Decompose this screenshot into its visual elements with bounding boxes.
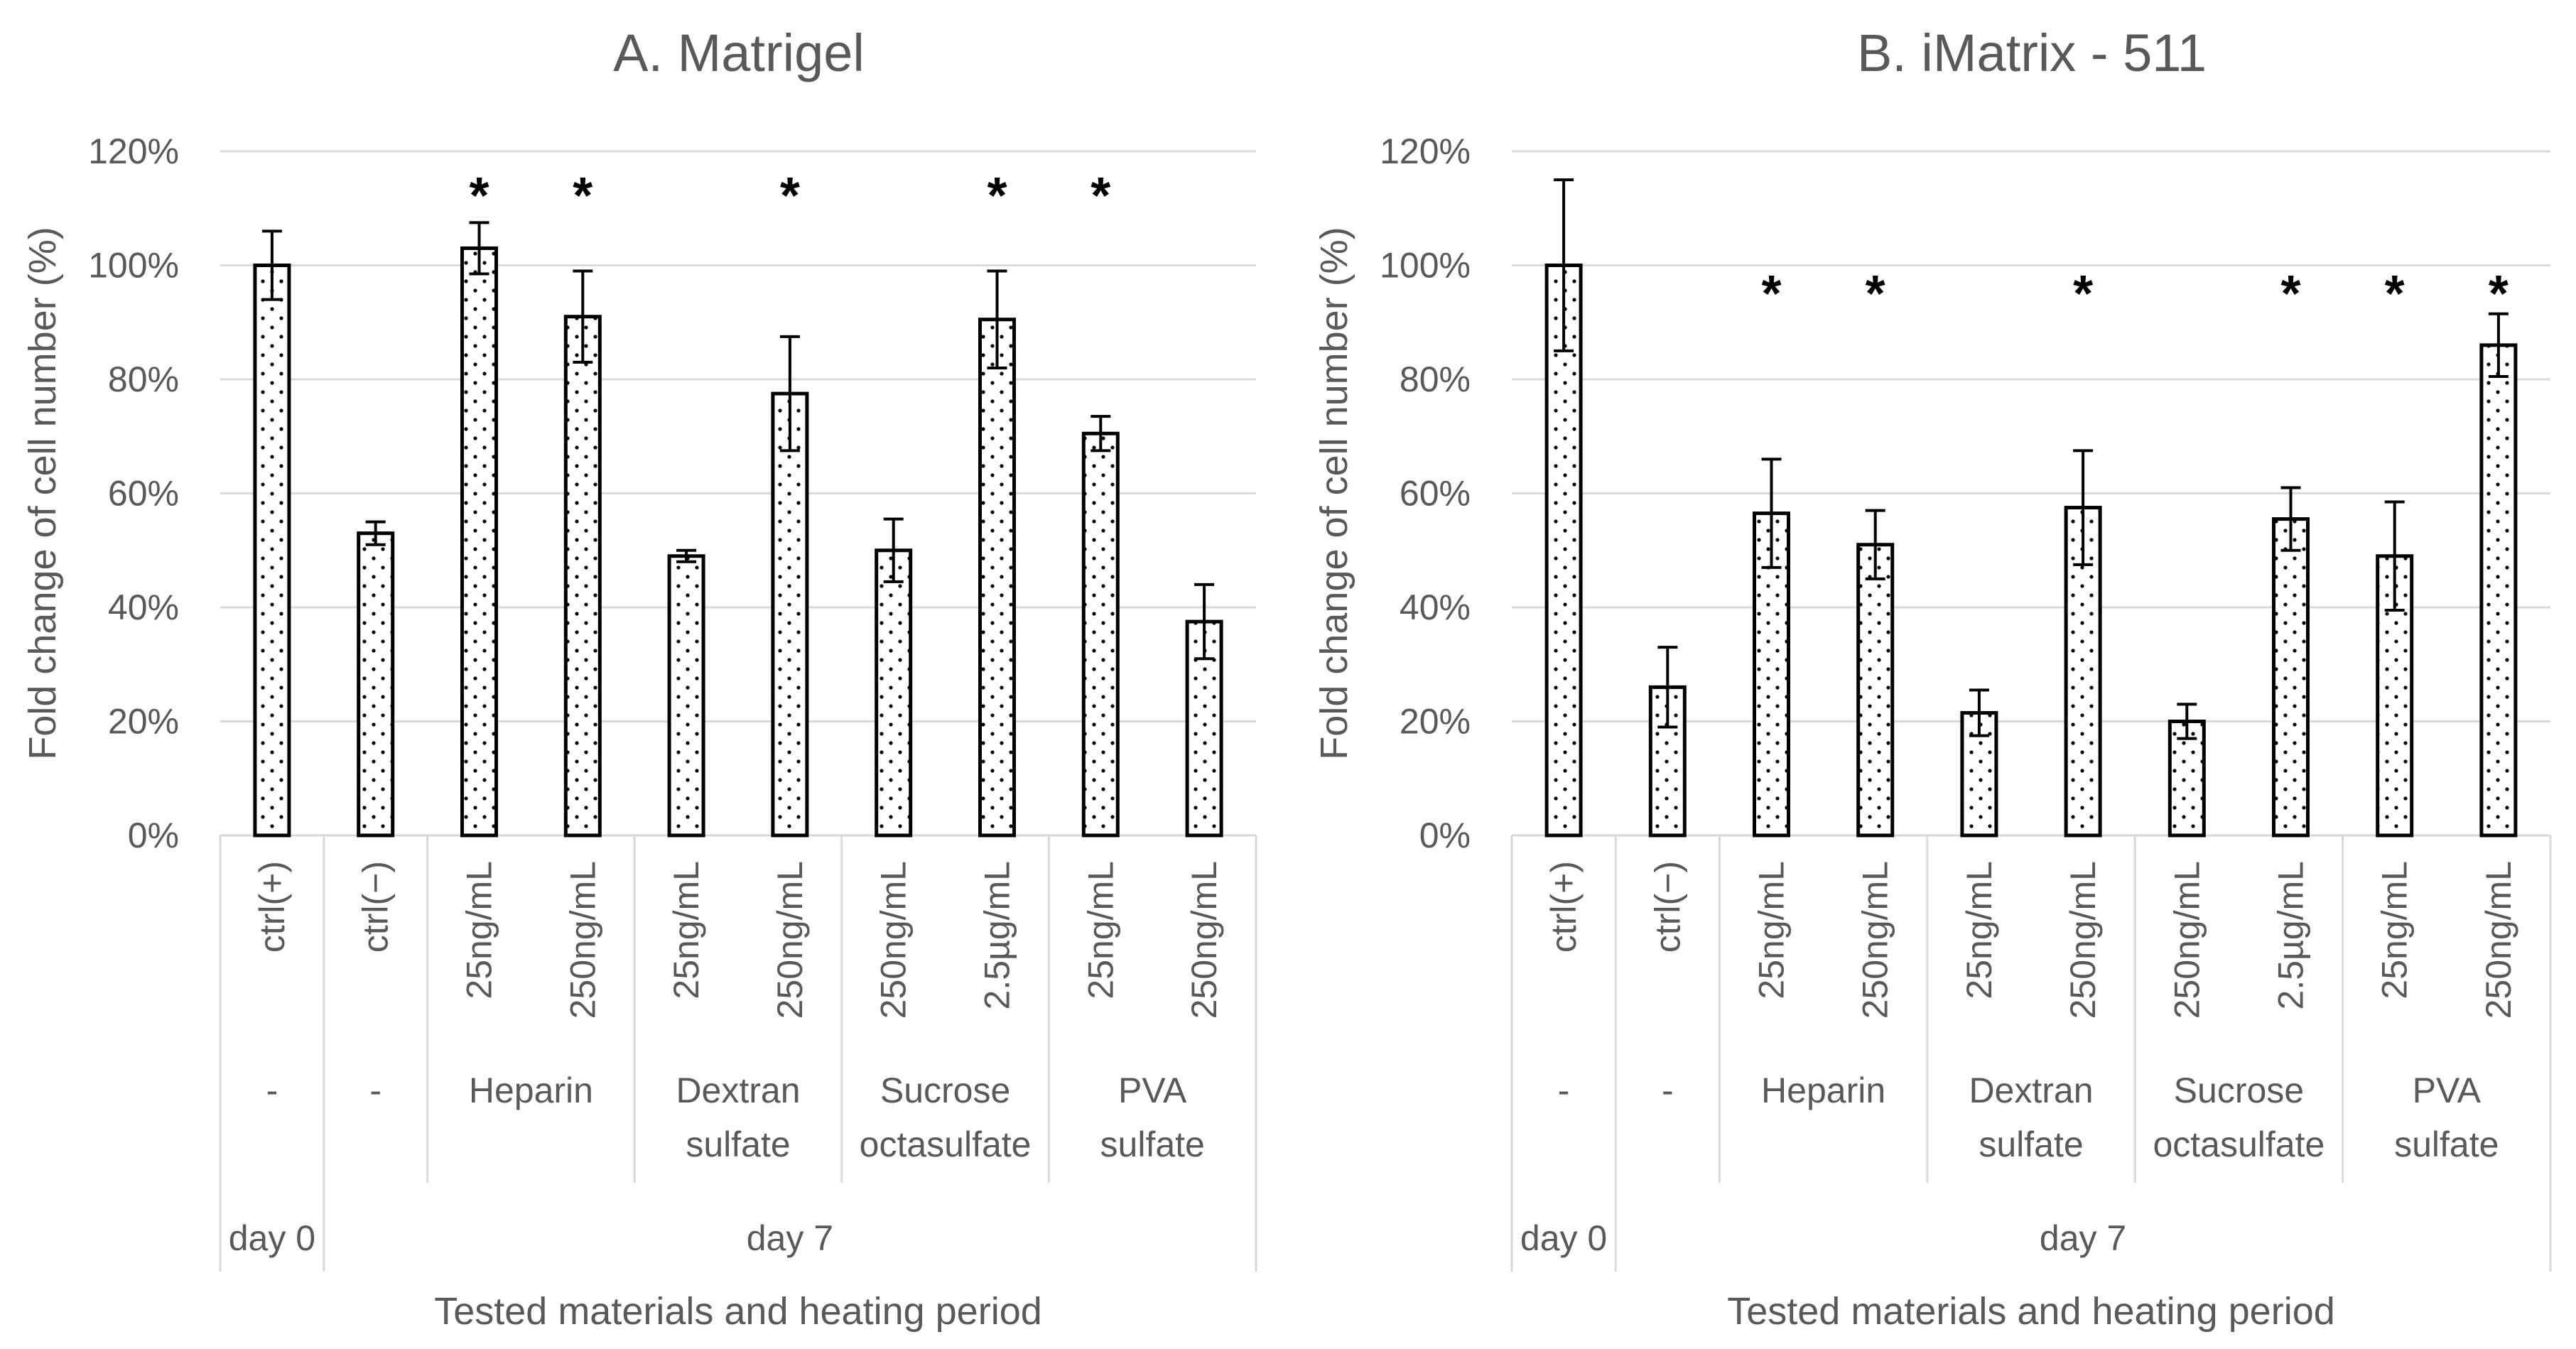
category-label: 250ng/mL — [563, 861, 602, 1019]
y-tick-label: 40% — [108, 587, 179, 627]
bar — [253, 264, 291, 838]
category-label: 250ng/mL — [874, 861, 914, 1019]
material-group-label: Sucrose octasulfate — [2153, 1071, 2325, 1164]
category-label: 2.5µg/mL — [978, 861, 1017, 1009]
y-tick-label: 60% — [1400, 474, 1471, 514]
category-label: ctrl(−) — [1647, 861, 1687, 953]
category-label: ctrl(+) — [252, 861, 292, 953]
significance-star: * — [1091, 168, 1110, 224]
significance-star: * — [1866, 266, 1885, 323]
category-label: 25ng/mL — [1752, 861, 1792, 999]
material-group-label: Heparin — [469, 1071, 593, 1110]
significance-star: * — [2073, 266, 2093, 323]
bar — [460, 246, 498, 838]
category-label: 25ng/mL — [2375, 861, 2415, 999]
bar — [2272, 517, 2310, 838]
significance-star: * — [1761, 266, 1781, 323]
significance-star: * — [2489, 266, 2509, 323]
bar — [563, 315, 602, 838]
category-label: ctrl(−) — [356, 861, 396, 953]
significance-star: * — [469, 168, 489, 224]
significance-star: * — [2280, 266, 2300, 323]
y-tick-label: 20% — [1400, 702, 1471, 742]
y-tick-label: 80% — [108, 359, 179, 399]
bar — [978, 318, 1016, 838]
category-label: 25ng/mL — [460, 861, 499, 999]
category-label: 250ng/mL — [1856, 861, 1895, 1019]
material-group-label: Dextran sulfate — [676, 1071, 800, 1164]
material-group-label: PVA sulfate — [1100, 1071, 1205, 1164]
y-tick-label: 20% — [108, 702, 179, 742]
period-group-label: day 0 — [229, 1218, 315, 1258]
material-group-label: - — [1662, 1071, 1674, 1110]
y-tick-label: 120% — [88, 131, 179, 171]
material-group-label: PVA sulfate — [2394, 1071, 2499, 1164]
material-group-label: - — [369, 1071, 381, 1110]
y-axis-label: Fold change of cell number (%) — [21, 227, 64, 759]
significance-star: * — [573, 168, 592, 224]
y-tick-label: 80% — [1400, 359, 1471, 399]
y-tick-label: 120% — [1380, 131, 1471, 171]
bar — [357, 531, 395, 838]
period-group-label: day 7 — [747, 1218, 833, 1258]
category-label: 250ng/mL — [1184, 861, 1224, 1019]
significance-star: * — [987, 168, 1007, 224]
bar — [2479, 343, 2518, 838]
bar — [2168, 720, 2206, 838]
y-tick-label: 0% — [1419, 816, 1471, 855]
bar — [667, 554, 705, 838]
x-axis-label: Tested materials and heating period — [1727, 1290, 2335, 1333]
material-group-label: - — [1558, 1071, 1570, 1110]
y-axis-label: Fold change of cell number (%) — [1313, 227, 1355, 759]
bar — [875, 548, 913, 838]
bar — [1856, 543, 1895, 838]
x-axis-label: Tested materials and heating period — [434, 1290, 1042, 1333]
y-tick-label: 40% — [1400, 587, 1471, 627]
category-label: 250ng/mL — [2479, 861, 2518, 1019]
period-group-label: day 7 — [2040, 1218, 2126, 1258]
category-label: 25ng/mL — [666, 861, 706, 999]
y-tick-label: 60% — [108, 474, 179, 514]
category-label: 2.5µg/mL — [2271, 861, 2311, 1009]
category-label: 250ng/mL — [770, 861, 810, 1019]
material-group-label: Dextran sulfate — [1969, 1071, 2093, 1164]
category-label: ctrl(+) — [1544, 861, 1584, 953]
material-group-label: - — [266, 1071, 278, 1110]
category-label: 25ng/mL — [1959, 861, 1999, 999]
chart-title: A. Matrigel — [613, 23, 865, 82]
category-label: 250ng/mL — [2063, 861, 2103, 1019]
panel-b-imatrix-511: B. iMatrix - 511 Fold change of cell numb… — [1313, 23, 2552, 1333]
material-group-label: Heparin — [1761, 1071, 1885, 1110]
bar — [771, 391, 809, 838]
bar — [1753, 511, 1790, 838]
category-label: 250ng/mL — [2167, 861, 2207, 1019]
significance-star: * — [2385, 266, 2405, 323]
y-tick-label: 0% — [128, 816, 179, 855]
category-label: 25ng/mL — [1081, 861, 1120, 999]
y-tick-label: 100% — [1380, 246, 1471, 286]
chart-title: B. iMatrix - 511 — [1857, 23, 2207, 82]
material-group-label: Sucrose octasulfate — [860, 1071, 1032, 1164]
period-group-label: day 0 — [1520, 1218, 1607, 1258]
panel-a-matrigel: A. Matrigel Fold change of cell number (%… — [21, 23, 1257, 1333]
bar — [1081, 431, 1120, 838]
y-tick-label: 100% — [88, 246, 179, 286]
significance-star: * — [780, 168, 800, 224]
